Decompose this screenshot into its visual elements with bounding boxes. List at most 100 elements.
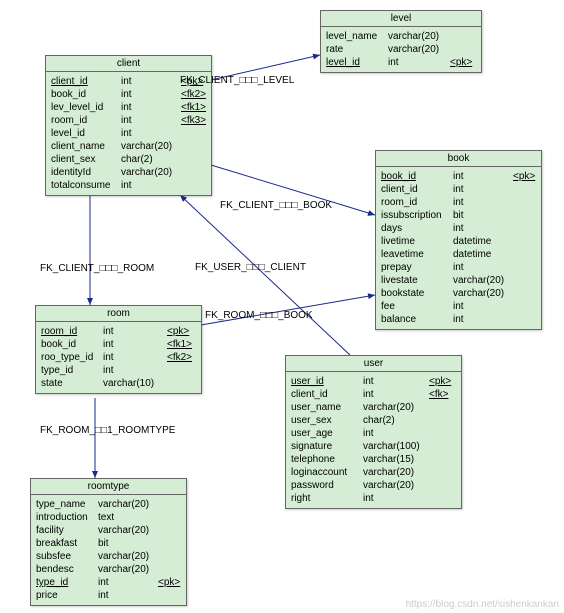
entity-title: book (376, 151, 541, 167)
relationship-label: FK_ROOM_□□□_BOOK (205, 310, 313, 321)
attr-name: issubscription (381, 209, 453, 222)
attribute-row: daysint (381, 222, 536, 235)
attribute-row: issubscriptionbit (381, 209, 536, 222)
attribute-row: client_sexchar(2) (51, 153, 206, 166)
attr-name: subsfee (36, 550, 98, 563)
attr-type: varchar(20) (388, 43, 450, 56)
entity-title: room (36, 306, 201, 322)
attr-type: int (363, 492, 429, 505)
attribute-row: level_namevarchar(20) (326, 30, 476, 43)
attribute-row: client_namevarchar(20) (51, 140, 206, 153)
entity-body: level_namevarchar(20)ratevarchar(20)leve… (321, 27, 481, 72)
attribute-row: room_idint<pk> (41, 325, 196, 338)
entity-body: book_idint<pk>client_idintroom_idintissu… (376, 167, 541, 329)
attr-name: level_id (51, 127, 121, 140)
attr-key: <pk> (158, 576, 180, 589)
entity-body: type_namevarchar(20)introductiontextfaci… (31, 495, 186, 605)
attribute-row: ratevarchar(20) (326, 43, 476, 56)
attribute-row: facilityvarchar(20) (36, 524, 181, 537)
attr-name: rate (326, 43, 388, 56)
attr-type: int (103, 351, 167, 364)
attr-key: <pk> (513, 170, 535, 183)
attribute-row: level_idint<pk> (326, 56, 476, 69)
entity-roomtype: roomtypetype_namevarchar(20)introduction… (30, 478, 187, 606)
relationship-label: FK_CLIENT_□□□_ROOM (40, 263, 154, 274)
attribute-row: book_idint<fk1> (41, 338, 196, 351)
attr-type: varchar(15) (363, 453, 429, 466)
relationship-label: FK_ROOM_□□1_ROOMTYPE (40, 425, 175, 436)
attr-name: balance (381, 313, 453, 326)
attr-type: bit (453, 209, 513, 222)
attribute-row: subsfeevarchar(20) (36, 550, 181, 563)
attr-type: varchar(20) (363, 401, 429, 414)
entity-body: user_idint<pk>client_idint<fk>user_namev… (286, 372, 461, 508)
entity-title: level (321, 11, 481, 27)
relationship-label: FK_USER_□□□_CLIENT (195, 262, 306, 273)
attr-name: livetime (381, 235, 453, 248)
attr-name: telephone (291, 453, 363, 466)
attr-name: breakfast (36, 537, 98, 550)
attribute-row: type_idint (41, 364, 196, 377)
attr-type: int (363, 375, 429, 388)
entity-title: client (46, 56, 211, 72)
attr-type: int (453, 261, 513, 274)
attr-type: varchar(100) (363, 440, 429, 453)
attr-type: varchar(20) (98, 524, 158, 537)
attr-name: type_id (36, 576, 98, 589)
attr-name: identityId (51, 166, 121, 179)
attribute-row: telephonevarchar(15) (291, 453, 456, 466)
attr-type: int (453, 222, 513, 235)
attribute-row: identityIdvarchar(20) (51, 166, 206, 179)
attribute-row: prepayint (381, 261, 536, 274)
attr-name: book_id (41, 338, 103, 351)
attr-type: char(2) (121, 153, 181, 166)
entity-book: bookbook_idint<pk>client_idintroom_idint… (375, 150, 542, 330)
attribute-row: user_sexchar(2) (291, 414, 456, 427)
attribute-row: totalconsumeint (51, 179, 206, 192)
attribute-row: user_ageint (291, 427, 456, 440)
attr-name: state (41, 377, 103, 390)
entity-title: user (286, 356, 461, 372)
attribute-row: user_namevarchar(20) (291, 401, 456, 414)
attr-name: roo_type_id (41, 351, 103, 364)
attr-name: level_id (326, 56, 388, 69)
attribute-row: rightint (291, 492, 456, 505)
watermark: https://blog.csdn.net/sishenkankan (406, 599, 559, 610)
attribute-row: room_idint (381, 196, 536, 209)
attribute-row: type_namevarchar(20) (36, 498, 181, 511)
attr-key: <pk> (167, 325, 189, 338)
attr-type: int (453, 300, 513, 313)
attr-key: <fk> (429, 388, 448, 401)
attr-type: int (103, 338, 167, 351)
attr-type: bit (98, 537, 158, 550)
attr-type: int (363, 427, 429, 440)
attr-name: loginaccount (291, 466, 363, 479)
attr-type: varchar(20) (363, 479, 429, 492)
attr-type: text (98, 511, 158, 524)
attribute-row: balanceint (381, 313, 536, 326)
attribute-row: bookstatevarchar(20) (381, 287, 536, 300)
entity-level: levellevel_namevarchar(20)ratevarchar(20… (320, 10, 482, 73)
attribute-row: introductiontext (36, 511, 181, 524)
attr-name: leavetime (381, 248, 453, 261)
attr-name: type_id (41, 364, 103, 377)
attr-name: client_name (51, 140, 121, 153)
attr-name: room_id (41, 325, 103, 338)
entity-body: room_idint<pk>book_idint<fk1>roo_type_id… (36, 322, 201, 393)
attr-type: int (98, 589, 158, 602)
attr-name: bookstate (381, 287, 453, 300)
attr-type: varchar(10) (103, 377, 167, 390)
attr-key: <pk> (429, 375, 451, 388)
attr-name: bendesc (36, 563, 98, 576)
attr-type: varchar(20) (98, 550, 158, 563)
attr-name: days (381, 222, 453, 235)
attr-name: user_id (291, 375, 363, 388)
attribute-row: livestatevarchar(20) (381, 274, 536, 287)
attribute-row: breakfastbit (36, 537, 181, 550)
attribute-row: level_idint (51, 127, 206, 140)
attr-type: varchar(20) (121, 140, 181, 153)
entity-title: roomtype (31, 479, 186, 495)
attr-name: room_id (51, 114, 121, 127)
attr-type: datetime (453, 235, 513, 248)
attr-type: int (121, 114, 181, 127)
